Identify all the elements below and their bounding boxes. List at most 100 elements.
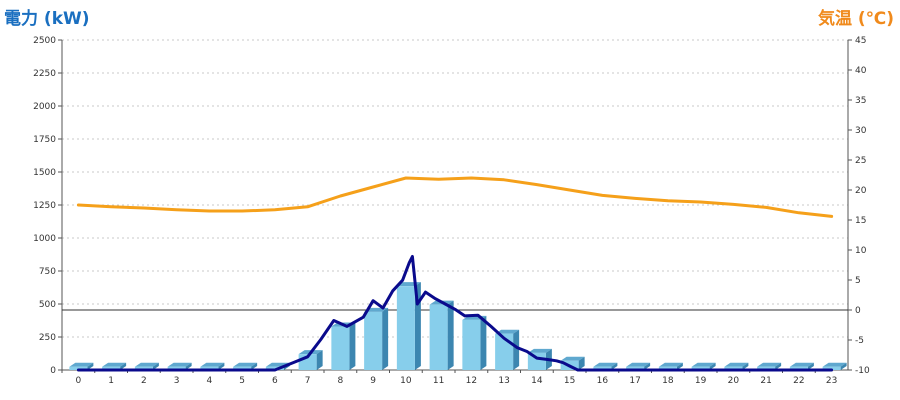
grid-lines <box>62 39 848 338</box>
x-tick-label: 14 <box>531 376 543 386</box>
right-tick-label: 10 <box>855 246 867 256</box>
x-tick-label: 11 <box>433 376 444 386</box>
power-bar-top <box>167 362 192 367</box>
power-bar-top <box>69 362 94 367</box>
left-axis-title: 電力 (kW) <box>4 9 90 29</box>
power-bar <box>789 362 814 370</box>
power-bar <box>757 362 782 370</box>
power-bar-side <box>316 350 323 370</box>
power-bar-top <box>789 362 814 367</box>
left-tick-label: 1500 <box>33 168 56 178</box>
power-bar-side <box>840 362 847 370</box>
x-tick-label: 3 <box>174 376 180 386</box>
right-tick-label: 45 <box>855 36 866 46</box>
power-bar <box>462 315 487 370</box>
x-tick-label: 8 <box>338 376 344 386</box>
power-bars <box>69 282 847 370</box>
power-bar <box>626 362 651 370</box>
power-bar-top <box>233 362 258 367</box>
power-bar-side <box>251 362 258 370</box>
x-tick-label: 20 <box>728 376 740 386</box>
power-bar <box>331 322 356 370</box>
power-bar-side <box>676 362 683 370</box>
power-bar-front <box>527 352 546 370</box>
power-bar-side <box>709 362 716 370</box>
temperature-line-group <box>76 176 834 218</box>
power-bar-top <box>134 362 159 367</box>
right-axis-title: 気温 (℃) <box>817 9 894 29</box>
power-bar-front <box>462 319 481 370</box>
power-bar <box>593 362 618 370</box>
power-line-group <box>76 255 834 372</box>
x-tick-label: 4 <box>207 376 213 386</box>
power-bar <box>495 329 520 370</box>
left-tick-label: 2500 <box>33 36 56 46</box>
left-tick-label: 2250 <box>33 69 56 79</box>
power-bar-side <box>742 362 749 370</box>
power-bar-top <box>658 362 683 367</box>
right-tick-label: 15 <box>855 216 866 226</box>
power-bar-top <box>691 362 716 367</box>
power-bar-top <box>560 356 585 361</box>
left-tick-label: 1000 <box>33 234 56 244</box>
power-bar-top <box>200 362 225 367</box>
power-bar-front <box>658 366 677 370</box>
power-line <box>76 255 834 372</box>
power-bar-front <box>265 366 284 370</box>
power-bar <box>364 307 389 370</box>
x-tick-label: 10 <box>400 376 412 386</box>
power-bar-top <box>822 362 847 367</box>
power-bar-front <box>102 366 121 370</box>
power-bar-side <box>513 329 520 370</box>
power-bar-top <box>593 362 618 367</box>
x-tick-label: 23 <box>826 376 837 386</box>
power-bar <box>167 362 192 370</box>
power-bar <box>658 362 683 370</box>
power-bar <box>69 362 94 370</box>
left-tick-label: 1750 <box>33 135 56 145</box>
power-bar <box>429 300 454 370</box>
power-bar <box>822 362 847 370</box>
power-bar-front <box>691 366 710 370</box>
power-bar-side <box>218 362 225 370</box>
power-bar-side <box>644 362 651 370</box>
axes <box>58 39 852 373</box>
power-bar-side <box>382 307 389 370</box>
power-bar <box>134 362 159 370</box>
right-tick-label: 35 <box>855 96 866 106</box>
left-tick-label: 250 <box>39 333 56 343</box>
power-bar-top <box>102 362 127 367</box>
left-tick-label: 2000 <box>33 102 56 112</box>
x-tick-label: 7 <box>305 376 311 386</box>
left-tick-label: 750 <box>39 267 56 277</box>
right-tick-label: 30 <box>855 126 867 136</box>
power-bar-front <box>724 366 743 370</box>
x-tick-label: 1 <box>108 376 114 386</box>
power-bar <box>691 362 716 370</box>
right-tick-label: -10 <box>855 366 870 376</box>
power-bar-front <box>69 366 88 370</box>
power-bar <box>724 362 749 370</box>
temperature-line <box>76 176 834 218</box>
power-bar-front <box>331 326 350 370</box>
power-bar-side <box>152 362 159 370</box>
power-bar-side <box>447 300 454 370</box>
power-bar-front <box>626 366 645 370</box>
power-bar-front <box>364 311 383 370</box>
power-bar-front <box>167 366 186 370</box>
x-tick-label: 12 <box>466 376 477 386</box>
x-tick-label: 13 <box>498 376 509 386</box>
x-tick-label: 17 <box>629 376 640 386</box>
power-bar-side <box>120 362 127 370</box>
power-bar <box>102 362 127 370</box>
power-bar-side <box>807 362 814 370</box>
right-tick-label: 0 <box>855 306 861 316</box>
x-tick-label: 21 <box>760 376 771 386</box>
power-bar-top <box>495 329 520 334</box>
right-tick-label: -5 <box>855 336 864 346</box>
power-bar <box>527 348 552 370</box>
power-bar-side <box>480 315 487 370</box>
x-tick-label: 9 <box>370 376 376 386</box>
power-bar-front <box>200 366 219 370</box>
